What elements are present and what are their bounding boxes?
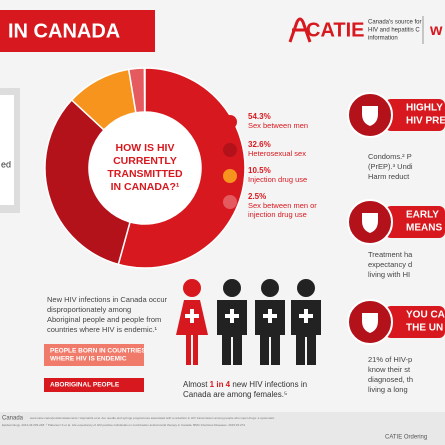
person-body [217, 300, 247, 365]
legend-value: 2.5% [248, 192, 266, 201]
box-text: WHERE HIV IS ENDEMIC [50, 356, 127, 363]
cross [225, 309, 239, 323]
donut-title: IN CANADA?¹ [111, 181, 180, 193]
panel-title: THE UN [406, 323, 443, 334]
tagline: HIV and hepatitis C [368, 28, 420, 34]
legend-icon [223, 169, 237, 183]
note: Canada are among females.⁵ [183, 390, 287, 399]
donut-hole [89, 112, 201, 224]
footer-text: Canada [2, 416, 24, 422]
note-part: Almost [183, 380, 210, 389]
panel-text: living with HI [368, 270, 410, 279]
reference: Epidemiology. 2014;43:235-248. ⁵ Patters… [2, 423, 245, 427]
cut-text: w [429, 22, 443, 39]
cross [185, 309, 199, 323]
people-icons [176, 279, 321, 365]
legend-icon [223, 195, 237, 209]
legend-value: 32.6% [248, 140, 271, 149]
box [44, 378, 144, 392]
person-body [255, 300, 285, 365]
panel-banner [385, 99, 445, 131]
legend-icon [223, 115, 237, 129]
panel-text: (PrEP).³ Undi [368, 162, 413, 171]
legend-label: Sex between men [248, 121, 308, 130]
person-head [223, 279, 241, 297]
panel-banner [385, 306, 445, 338]
box-text: PEOPLE BORN IN COUNTRIES [50, 348, 146, 355]
panel-text: expectancy d [368, 260, 412, 269]
note-part: new HIV infections in [230, 380, 307, 389]
panel-text: Condoms.² P [368, 152, 412, 161]
title-banner [0, 10, 155, 52]
box-text: ABORIGINAL PEOPLE [50, 382, 120, 389]
cut-text: ed [1, 159, 11, 169]
paragraph-line: New HIV infections in Canada occur [47, 295, 168, 304]
legend-value: 10.5% [248, 166, 271, 175]
legend-value: 54.3% [248, 112, 271, 121]
legend-label: Sex between men or [248, 201, 317, 210]
person-head [261, 279, 279, 297]
legend-label: Injection drug use [248, 175, 307, 184]
panels: HIGHLY HIV PRE Condoms.² P(PrEP).³ UndiHar… [347, 92, 445, 394]
ribbon-icon [288, 17, 312, 43]
legend-label: injection drug use [248, 210, 307, 219]
legend-icon [223, 143, 237, 157]
note-part: 1 in 4 [210, 380, 231, 389]
note: Almost 1 in 4 new HIV infections in [183, 380, 307, 389]
cross [263, 309, 277, 323]
tagline: information [368, 36, 398, 42]
paragraph-line: Aboriginal people and people from [47, 315, 161, 324]
panel-glyph [362, 313, 378, 333]
panel-text: diagnosed, th [368, 375, 413, 384]
footer-text: CATIE Ordering [385, 435, 427, 441]
panel-glyph [362, 106, 378, 126]
paragraph: New HIV infections in Canada occurdispro… [47, 295, 168, 334]
donut-title: HOW IS HIV [116, 142, 175, 154]
person-body [176, 300, 208, 365]
panel-text: 21% of HIV-p [368, 355, 412, 364]
panel-text: know their st [368, 365, 411, 374]
panel-title: YOU CA [406, 310, 445, 321]
reference: www.catie.ca/en/positionstatements ³ Asp… [30, 416, 275, 420]
donut-title: TRANSMITTED [107, 168, 183, 180]
paragraph-line: disproportionately among [47, 305, 131, 314]
donut-title: CURRENTLY [113, 155, 177, 167]
legend-label: Heterosexual sex [248, 149, 306, 158]
panel-title: HIGHLY [406, 103, 443, 114]
person-head [297, 279, 315, 297]
panel-text: living a long [368, 385, 408, 394]
box [44, 344, 144, 366]
footer [0, 412, 445, 445]
panel-glyph [362, 213, 378, 233]
logo: CATIE [306, 19, 365, 41]
person-body [291, 300, 321, 365]
panel-title: EARLY [406, 210, 439, 221]
tagline: Canada's source for [368, 20, 422, 26]
left-card [0, 95, 14, 205]
panel-text: Treatment ha [368, 250, 413, 259]
legend: 54.3%Sex between men 32.6%Heterosexual se… [223, 112, 317, 219]
person-head [183, 279, 201, 297]
cross [299, 309, 313, 323]
panel-title: HIV PRE [406, 116, 445, 127]
panel-banner [385, 206, 445, 238]
panel-text: Harm reduct [368, 172, 410, 181]
panel-title: MEANS [406, 223, 442, 234]
paragraph-line: countries where HIV is endemic.¹ [47, 325, 158, 334]
title: IN CANADA [8, 20, 120, 42]
